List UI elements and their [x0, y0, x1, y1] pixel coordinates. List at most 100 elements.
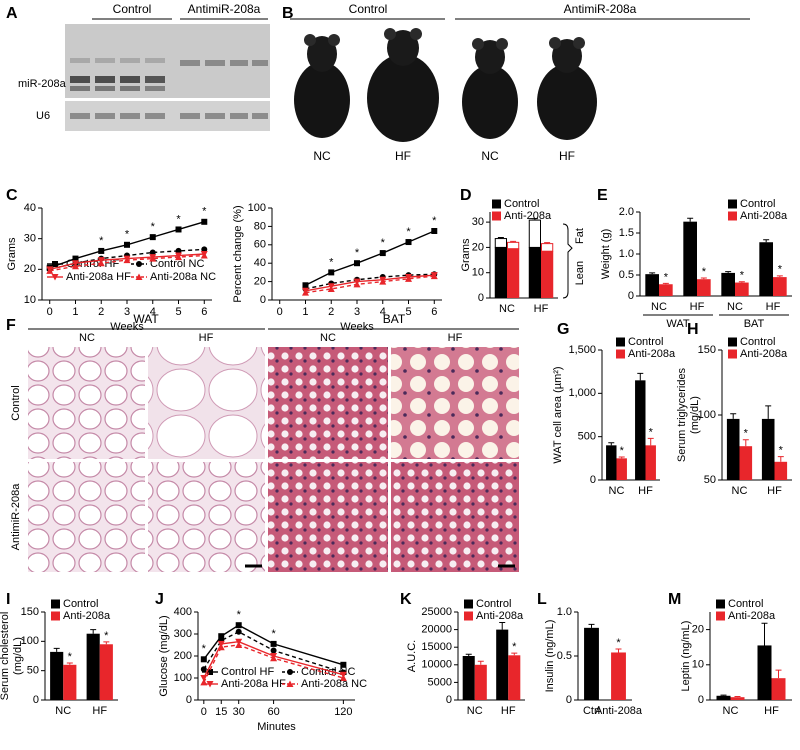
x-tick-label: NC: [732, 485, 748, 497]
y-axis-label: Glucose (mg/dL): [158, 615, 170, 696]
band: [252, 60, 268, 66]
mouse: [462, 38, 518, 139]
marker: [301, 289, 309, 296]
bar: [757, 645, 772, 700]
bar: [63, 664, 77, 700]
significance: *: [664, 271, 669, 283]
error-bar: [734, 695, 741, 698]
error-bar: [66, 662, 73, 665]
significance: *: [151, 221, 156, 233]
marker: [136, 261, 142, 267]
x-tick-label: NC: [723, 705, 739, 717]
marker: [71, 262, 79, 270]
y-tick-label: 80: [254, 220, 266, 232]
panel-letter: G: [557, 321, 569, 338]
y-tick-label: 30: [472, 216, 484, 228]
significance: *: [125, 229, 130, 241]
legend-label: Control: [740, 336, 775, 348]
y-tick-label: 20: [472, 241, 484, 253]
marker: [287, 669, 293, 675]
legend-label: Control: [740, 198, 775, 210]
mouse: [294, 34, 350, 138]
marker: [405, 275, 413, 282]
marker: [218, 633, 225, 640]
x-tick-label: HF: [766, 301, 781, 313]
mouse-ear: [304, 34, 316, 46]
segment-label: Fat: [574, 228, 586, 244]
bar: [759, 242, 773, 296]
histology-image: [148, 347, 265, 459]
legend-label: Anti-208a: [63, 610, 111, 622]
y-tick-label: 5000: [428, 676, 452, 688]
legend-swatch: [616, 349, 625, 359]
y-tick-label: 0: [698, 694, 704, 706]
significance: *: [104, 630, 109, 642]
row-label: miR-208a: [18, 78, 67, 90]
y-axis-label: Grams: [6, 237, 18, 271]
y-axis-label: Insulin (ng/mL): [544, 620, 556, 693]
brace: [562, 223, 573, 299]
significance: *: [176, 213, 181, 225]
x-tick-label: HF: [638, 485, 653, 497]
band: [145, 113, 165, 119]
y-axis-label: Serum cholesterol: [0, 612, 11, 701]
x-tick-label: NC: [467, 705, 483, 717]
x-tick-label: 2: [98, 306, 104, 318]
error-bar: [647, 437, 654, 446]
legend-label: Control NC: [150, 258, 204, 270]
marker: [201, 218, 208, 225]
y-tick-label: 0: [33, 694, 39, 706]
legend-swatch: [51, 611, 60, 621]
group-label: Control: [349, 2, 388, 16]
y-tick-label: 150: [698, 344, 716, 356]
legend-label: Anti-208a: [628, 348, 676, 360]
x-tick-label: 1: [302, 306, 308, 318]
marker: [270, 654, 278, 662]
marker: [201, 246, 208, 253]
bar: [474, 664, 487, 700]
x-tick-label: HF: [501, 705, 516, 717]
bar: [774, 461, 788, 480]
y-tick-label: 1.0: [619, 248, 634, 260]
x-tick-label: 5: [405, 306, 411, 318]
error-bar: [763, 239, 770, 243]
marker: [124, 241, 130, 248]
y-axis-label: WAT cell area (µm²): [552, 366, 564, 463]
marker: [200, 666, 207, 673]
x-tick-label: 120: [334, 706, 352, 718]
marker: [206, 681, 214, 688]
error-bar: [510, 240, 517, 243]
marker: [200, 252, 208, 259]
mouse-head: [475, 40, 505, 74]
y-axis-label: (mg/dL): [12, 637, 24, 675]
bar: [50, 651, 64, 700]
marker: [46, 267, 54, 274]
mouse-head: [552, 39, 582, 73]
mouse-ear: [384, 28, 396, 40]
significance: *: [68, 651, 73, 663]
bar: [462, 656, 475, 700]
marker: [175, 226, 182, 233]
marker: [353, 280, 361, 288]
marker: [123, 256, 131, 264]
segment-label: Lean: [574, 261, 586, 285]
band: [95, 113, 115, 119]
marker: [327, 285, 335, 292]
bar: [635, 380, 646, 480]
error-bar: [761, 622, 768, 646]
histology-image: [28, 462, 145, 572]
band: [120, 86, 140, 91]
x-tick-label: NC: [651, 301, 667, 313]
band: [95, 58, 115, 63]
mouse-ear: [496, 38, 508, 50]
legend-label: Anti-208a NC: [150, 271, 216, 283]
error-bar: [90, 629, 97, 634]
legend-swatch: [464, 599, 473, 609]
y-tick-label: 0: [590, 474, 596, 486]
x-axis-label: Weeks: [340, 321, 374, 333]
legend-label: Control NC: [301, 666, 355, 678]
panel-letter: B: [282, 5, 294, 22]
band: [95, 86, 115, 91]
marker: [98, 247, 105, 254]
